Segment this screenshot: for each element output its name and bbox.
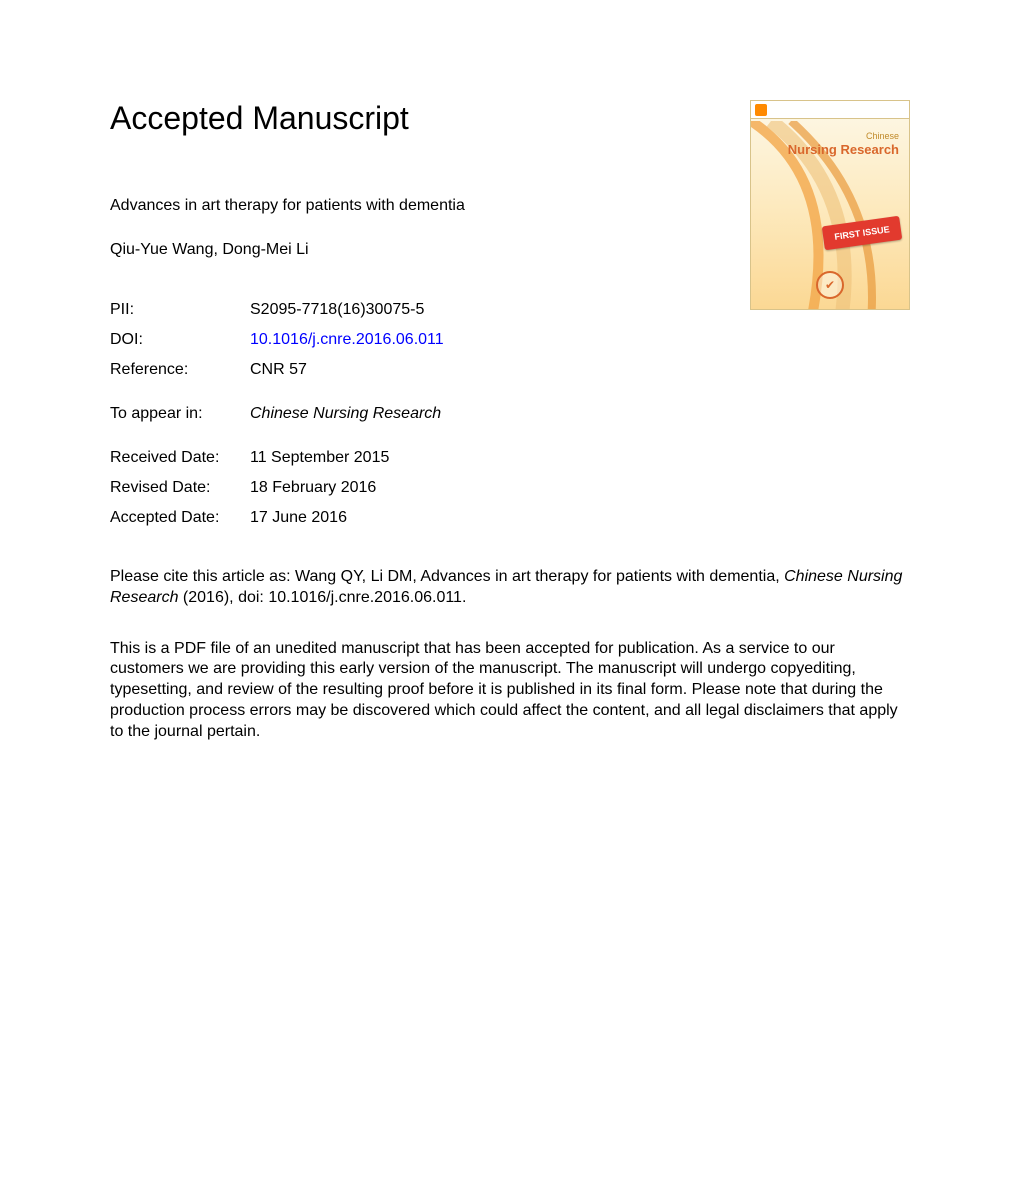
doi-link[interactable]: 10.1016/j.cnre.2016.06.011 (250, 331, 444, 348)
manuscript-cover-page: Chinese Nursing Research FIRST ISSUE ✔ A… (0, 0, 1020, 783)
received-date-value: 11 September 2015 (250, 443, 444, 473)
table-row: Revised Date: 18 February 2016 (110, 473, 444, 503)
table-row: DOI: 10.1016/j.cnre.2016.06.011 (110, 325, 444, 355)
pdf-disclaimer-text: This is a PDF file of an unedited manusc… (110, 639, 910, 743)
cover-seal-icon: ✔ (816, 271, 844, 299)
table-row: Received Date: 11 September 2015 (110, 443, 444, 473)
cover-topbar (751, 101, 909, 119)
manuscript-metadata-table: PII: S2095-7718(16)30075-5 DOI: 10.1016/… (110, 295, 444, 533)
table-row: Accepted Date: 17 June 2016 (110, 503, 444, 533)
table-row: PII: S2095-7718(16)30075-5 (110, 295, 444, 325)
reference-value: CNR 57 (250, 355, 444, 385)
citation-instruction: Please cite this article as: Wang QY, Li… (110, 567, 910, 609)
revised-date-label: Revised Date: (110, 473, 250, 503)
table-row: Reference: CNR 57 (110, 355, 444, 385)
journal-cover-thumbnail: Chinese Nursing Research FIRST ISSUE ✔ (750, 100, 910, 310)
cover-journal-subtitle: Chinese (866, 131, 899, 141)
accepted-date-value: 17 June 2016 (250, 503, 444, 533)
pii-value: S2095-7718(16)30075-5 (250, 295, 444, 325)
pii-label: PII: (110, 295, 250, 325)
citation-prefix: Please cite this article as: Wang QY, Li… (110, 568, 784, 585)
to-appear-value: Chinese Nursing Research (250, 399, 444, 429)
to-appear-label: To appear in: (110, 399, 250, 429)
elsevier-logo-icon (755, 104, 767, 116)
cover-journal-title: Nursing Research (788, 143, 899, 157)
reference-label: Reference: (110, 355, 250, 385)
revised-date-value: 18 February 2016 (250, 473, 444, 503)
citation-suffix: (2016), doi: 10.1016/j.cnre.2016.06.011. (178, 589, 466, 606)
accepted-date-label: Accepted Date: (110, 503, 250, 533)
table-row: To appear in: Chinese Nursing Research (110, 399, 444, 429)
received-date-label: Received Date: (110, 443, 250, 473)
doi-label: DOI: (110, 325, 250, 355)
